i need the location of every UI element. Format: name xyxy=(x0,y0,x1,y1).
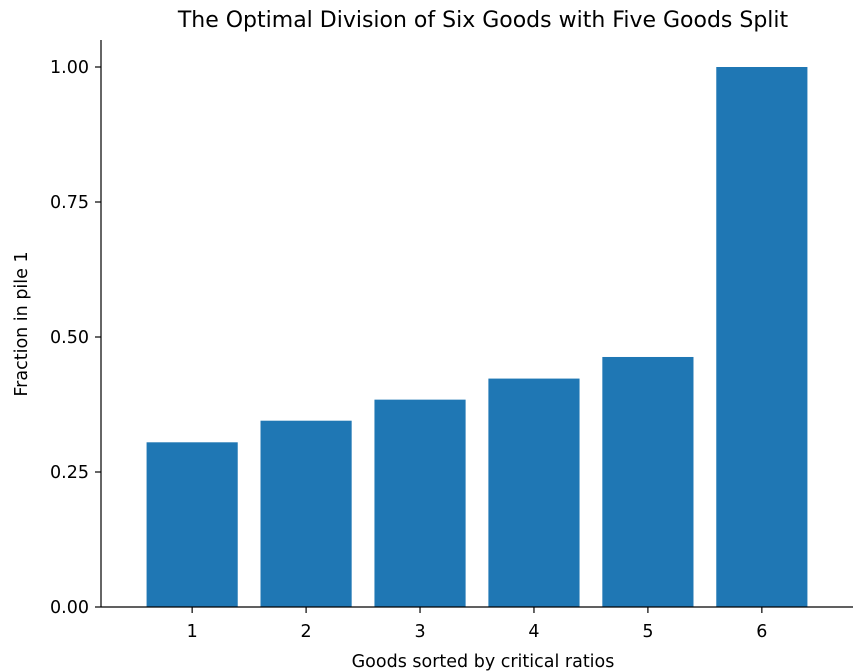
bar-3 xyxy=(374,399,466,607)
x-axis-ticks: 1 2 3 4 5 6 xyxy=(187,607,767,642)
bar-2 xyxy=(260,420,352,607)
x-tick-label: 6 xyxy=(756,622,767,642)
chart-title: The Optimal Division of Six Goods with F… xyxy=(177,8,789,33)
x-tick-label: 4 xyxy=(528,622,539,642)
bar-6 xyxy=(716,67,808,607)
x-axis-label: Goods sorted by critical ratios xyxy=(352,652,615,672)
y-axis-ticks: 0.00 0.25 0.50 0.75 1.00 xyxy=(50,58,101,618)
x-tick-label: 5 xyxy=(642,622,653,642)
y-tick-label: 1.00 xyxy=(50,58,89,78)
bars-group xyxy=(146,67,808,607)
x-tick-label: 3 xyxy=(414,622,425,642)
y-tick-label: 0.25 xyxy=(50,463,89,483)
bar-4 xyxy=(488,378,580,607)
x-tick-label: 1 xyxy=(187,622,198,642)
y-axis-label: Fraction in pile 1 xyxy=(12,251,32,396)
bar-5 xyxy=(602,356,694,607)
bar-1 xyxy=(146,442,238,607)
y-tick-label: 0.75 xyxy=(50,193,89,213)
y-tick-label: 0.00 xyxy=(50,598,89,618)
x-tick-label: 2 xyxy=(301,622,312,642)
y-tick-label: 0.50 xyxy=(50,328,89,348)
